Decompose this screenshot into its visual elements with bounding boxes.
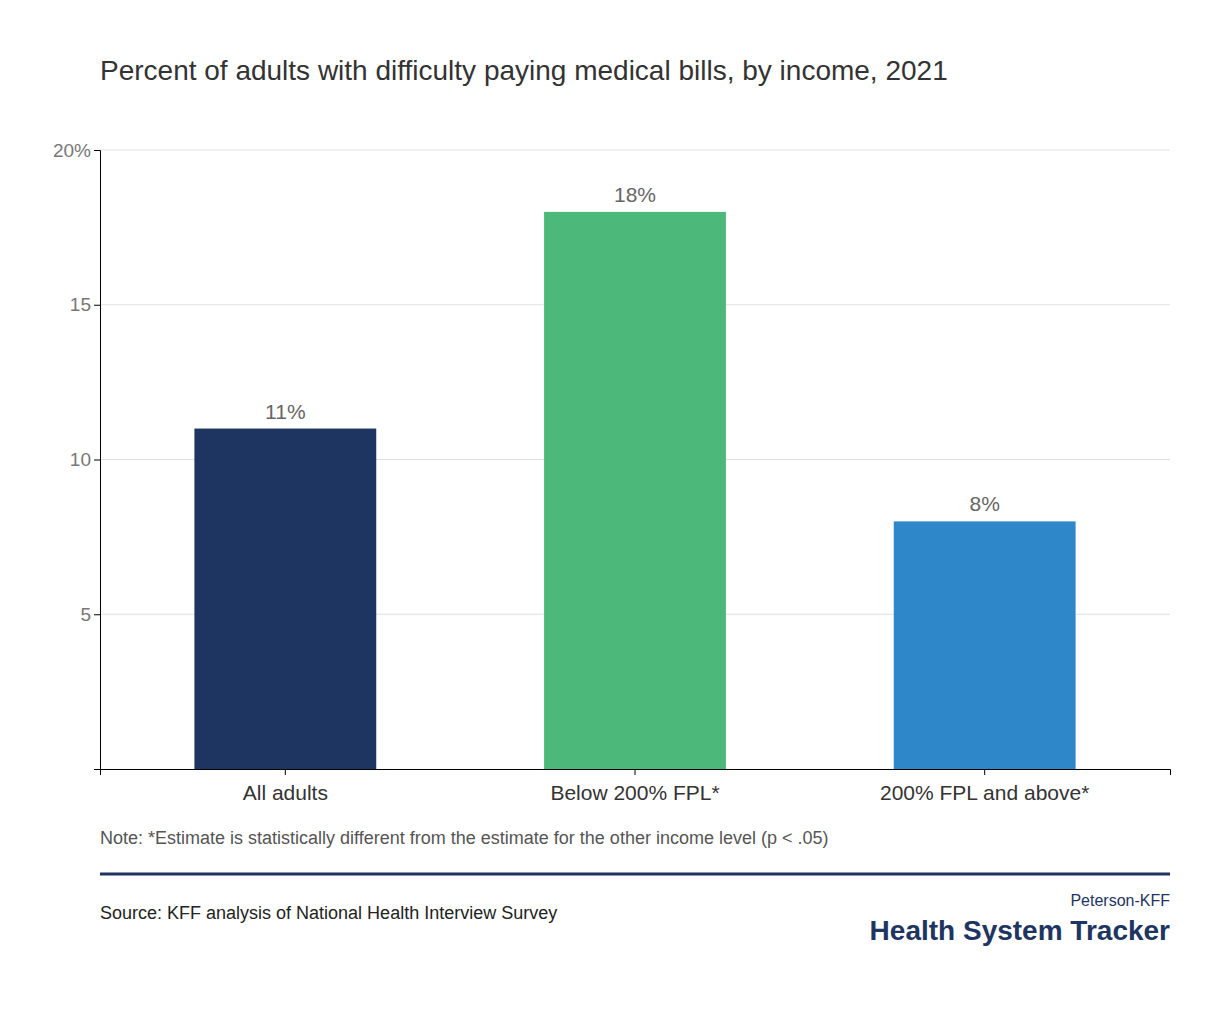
x-tick-label: All adults [243, 781, 328, 804]
y-tick: 10 [70, 449, 100, 470]
y-tick-label: 20% [53, 140, 91, 161]
y-tick-mark [94, 305, 100, 306]
divider [100, 873, 1170, 876]
data-label: 18% [614, 183, 656, 206]
chart: Percent of adults with difficulty paying… [0, 0, 1220, 1019]
grid-line [100, 150, 1170, 151]
logo-text: Health System Tracker [870, 915, 1170, 946]
x-tick-label: Below 200% FPL* [550, 781, 719, 804]
y-tick-mark [94, 614, 100, 615]
y-tick-label: 10 [70, 449, 91, 470]
x-tick-label: 200% FPL and above* [880, 781, 1089, 804]
x-axis-line [101, 770, 1171, 776]
data-label: 8% [969, 492, 999, 515]
plot: 11% 18% 8% All adults Below 200% FPL* 200% FP… [53, 140, 1171, 804]
data-labels: 11% 18% 8% [265, 183, 1000, 516]
y-tick-label: 15 [70, 294, 91, 315]
x-axis: All adults Below 200% FPL* 200% FPL and ab… [101, 769, 1171, 804]
y-tick: 20% [53, 140, 100, 161]
title: Percent of adults with difficulty paying… [100, 55, 948, 86]
y-axis: 5 10 15 20% [53, 140, 101, 770]
y-tick-label: 5 [80, 604, 91, 625]
bar [544, 212, 726, 769]
x-tick-mark [984, 769, 985, 775]
bar [894, 521, 1076, 769]
source: Source: KFF analysis of National Health … [100, 903, 557, 923]
x-tick: Below 200% FPL* [550, 769, 719, 804]
x-tick-mark [285, 769, 286, 775]
logo-text: Peterson-KFF [1070, 892, 1170, 909]
x-tick-mark [635, 769, 636, 775]
y-tick-mark [94, 460, 100, 461]
bar [194, 429, 376, 769]
data-label: 11% [265, 400, 305, 423]
y-tick: 5 [80, 604, 100, 625]
x-tick: 200% FPL and above* [880, 769, 1089, 804]
note: Note: *Estimate is statistically differe… [100, 828, 828, 848]
y-tick-mark [94, 150, 100, 151]
y-tick: 15 [70, 294, 100, 315]
x-tick: All adults [243, 769, 328, 804]
bars [194, 212, 1075, 769]
y-axis-line [94, 151, 101, 770]
